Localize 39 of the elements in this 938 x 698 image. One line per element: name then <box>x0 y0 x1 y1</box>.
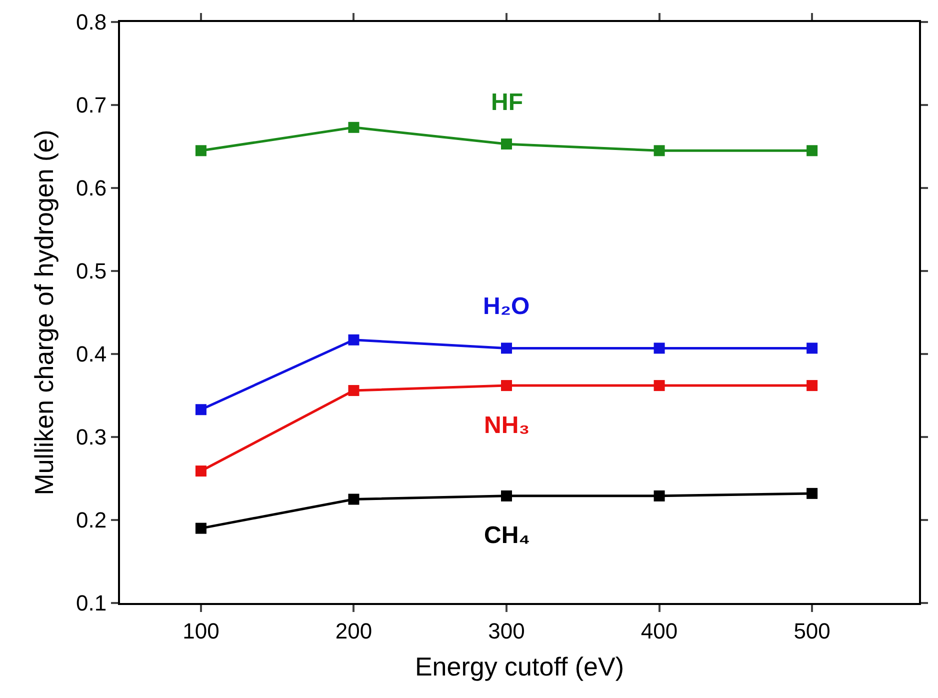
point <box>501 138 512 150</box>
point <box>195 466 206 477</box>
series-label: NH₃ <box>484 412 530 439</box>
series-label: HF <box>491 89 523 116</box>
y-tick-label: 0.6 <box>76 176 107 201</box>
point <box>348 385 360 396</box>
point <box>501 380 512 392</box>
point <box>348 122 360 133</box>
x-tick-label: 500 <box>794 618 830 644</box>
x-tick-label: 400 <box>640 618 678 644</box>
point <box>806 342 818 354</box>
y-tick-label: 0.2 <box>76 508 107 533</box>
point <box>195 145 206 156</box>
point <box>501 490 512 502</box>
series-label: CH₄ <box>484 522 530 549</box>
point <box>195 522 206 534</box>
x-axis-title: Energy cutoff (eV) <box>414 652 624 682</box>
point <box>654 145 665 156</box>
x-tick-label: 100 <box>182 618 220 644</box>
y-tick-label: 0.7 <box>76 92 107 118</box>
point <box>348 494 360 505</box>
point <box>654 380 665 392</box>
y-tick-label: 0.4 <box>76 342 107 367</box>
y-tick-label: 0.5 <box>76 258 107 284</box>
point <box>806 488 818 499</box>
point <box>348 334 360 346</box>
y-tick-label: 0.3 <box>76 424 107 450</box>
point <box>806 380 818 392</box>
y-tick-label: 0.1 <box>76 590 107 616</box>
x-tick-label: 200 <box>335 618 372 644</box>
x-tick-label: 300 <box>488 618 525 644</box>
point <box>195 404 206 416</box>
y-tick-label: 0.8 <box>76 10 107 35</box>
point <box>806 145 818 156</box>
point <box>654 490 665 502</box>
series-label: H₂O <box>483 293 530 320</box>
point <box>501 342 512 354</box>
point <box>654 342 665 354</box>
y-axis-title: Mulliken charge of hydrogen (e) <box>28 130 59 496</box>
